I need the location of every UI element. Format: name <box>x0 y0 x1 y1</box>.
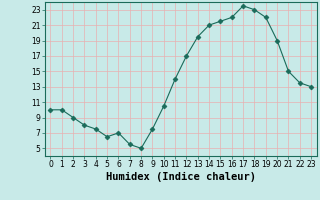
X-axis label: Humidex (Indice chaleur): Humidex (Indice chaleur) <box>106 172 256 182</box>
